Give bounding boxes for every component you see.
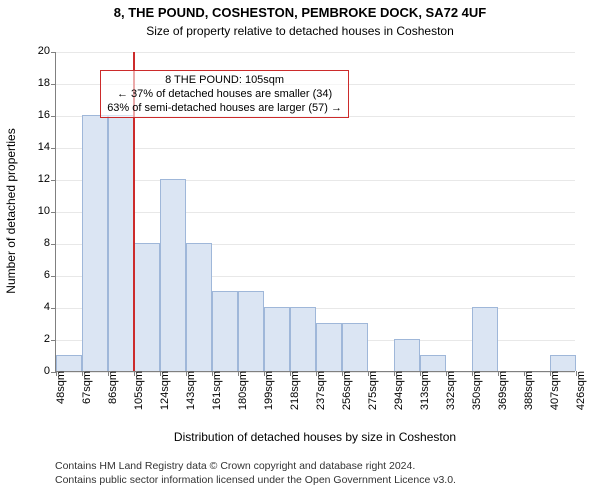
x-tick-label: 369sqm (491, 371, 509, 410)
y-tick-label: 16 (38, 109, 56, 121)
callout-box: 8 THE POUND: 105sqm← 37% of detached hou… (100, 70, 349, 119)
plot-area: 0246810121416182048sqm67sqm86sqm105sqm12… (55, 52, 575, 372)
footer-line-1: Contains HM Land Registry data © Crown c… (55, 460, 456, 474)
histogram-bar (212, 291, 238, 371)
histogram-bar (550, 355, 576, 371)
x-tick-label: 143sqm (179, 371, 197, 410)
histogram-bar (160, 179, 186, 371)
x-tick-label: 388sqm (517, 371, 535, 410)
histogram-bar (472, 307, 498, 371)
y-tick-label: 14 (38, 141, 56, 153)
y-axis-label: Number of detached properties (4, 51, 18, 371)
x-tick-label: 275sqm (361, 371, 379, 410)
x-tick-label: 332sqm (439, 371, 457, 410)
y-tick-label: 4 (44, 301, 56, 313)
histogram-bar (82, 115, 108, 371)
chart-container: 8, THE POUND, COSHESTON, PEMBROKE DOCK, … (0, 0, 600, 500)
y-tick-label: 18 (38, 77, 56, 89)
y-tick-label: 8 (44, 237, 56, 249)
x-tick-label: 161sqm (205, 371, 223, 410)
histogram-bar (342, 323, 368, 371)
histogram-bar (134, 243, 160, 371)
x-tick-label: 237sqm (309, 371, 327, 410)
y-tick-label: 10 (38, 205, 56, 217)
x-tick-label: 124sqm (153, 371, 171, 410)
x-tick-label: 86sqm (101, 371, 119, 404)
x-tick-label: 218sqm (283, 371, 301, 410)
x-tick-label: 105sqm (127, 371, 145, 410)
histogram-bar (56, 355, 82, 371)
x-tick-label: 407sqm (543, 371, 561, 410)
callout-line: ← 37% of detached houses are smaller (34… (107, 87, 342, 101)
histogram-bar (186, 243, 212, 371)
x-tick-label: 67sqm (75, 371, 93, 404)
histogram-bar (264, 307, 290, 371)
y-tick-label: 6 (44, 269, 56, 281)
x-tick-label: 256sqm (335, 371, 353, 410)
y-tick-label: 2 (44, 333, 56, 345)
histogram-bar (316, 323, 342, 371)
y-tick-label: 20 (38, 45, 56, 57)
histogram-bar (394, 339, 420, 371)
x-tick-label: 294sqm (387, 371, 405, 410)
x-axis-label: Distribution of detached houses by size … (55, 430, 575, 444)
histogram-bar (238, 291, 264, 371)
x-tick-label: 48sqm (49, 371, 67, 404)
x-tick-label: 426sqm (569, 371, 587, 410)
chart-title: 8, THE POUND, COSHESTON, PEMBROKE DOCK, … (0, 5, 600, 20)
x-tick-label: 350sqm (465, 371, 483, 410)
histogram-bar (290, 307, 316, 371)
footer-attribution: Contains HM Land Registry data © Crown c… (55, 460, 456, 487)
histogram-bar (420, 355, 446, 371)
x-tick-label: 180sqm (231, 371, 249, 410)
callout-line: 8 THE POUND: 105sqm (107, 73, 342, 87)
chart-subtitle: Size of property relative to detached ho… (0, 24, 600, 38)
footer-line-2: Contains public sector information licen… (55, 474, 456, 488)
x-tick-label: 199sqm (257, 371, 275, 410)
x-tick-label: 313sqm (413, 371, 431, 410)
histogram-bar (108, 115, 134, 371)
y-tick-label: 12 (38, 173, 56, 185)
callout-line: 63% of semi-detached houses are larger (… (107, 101, 342, 115)
